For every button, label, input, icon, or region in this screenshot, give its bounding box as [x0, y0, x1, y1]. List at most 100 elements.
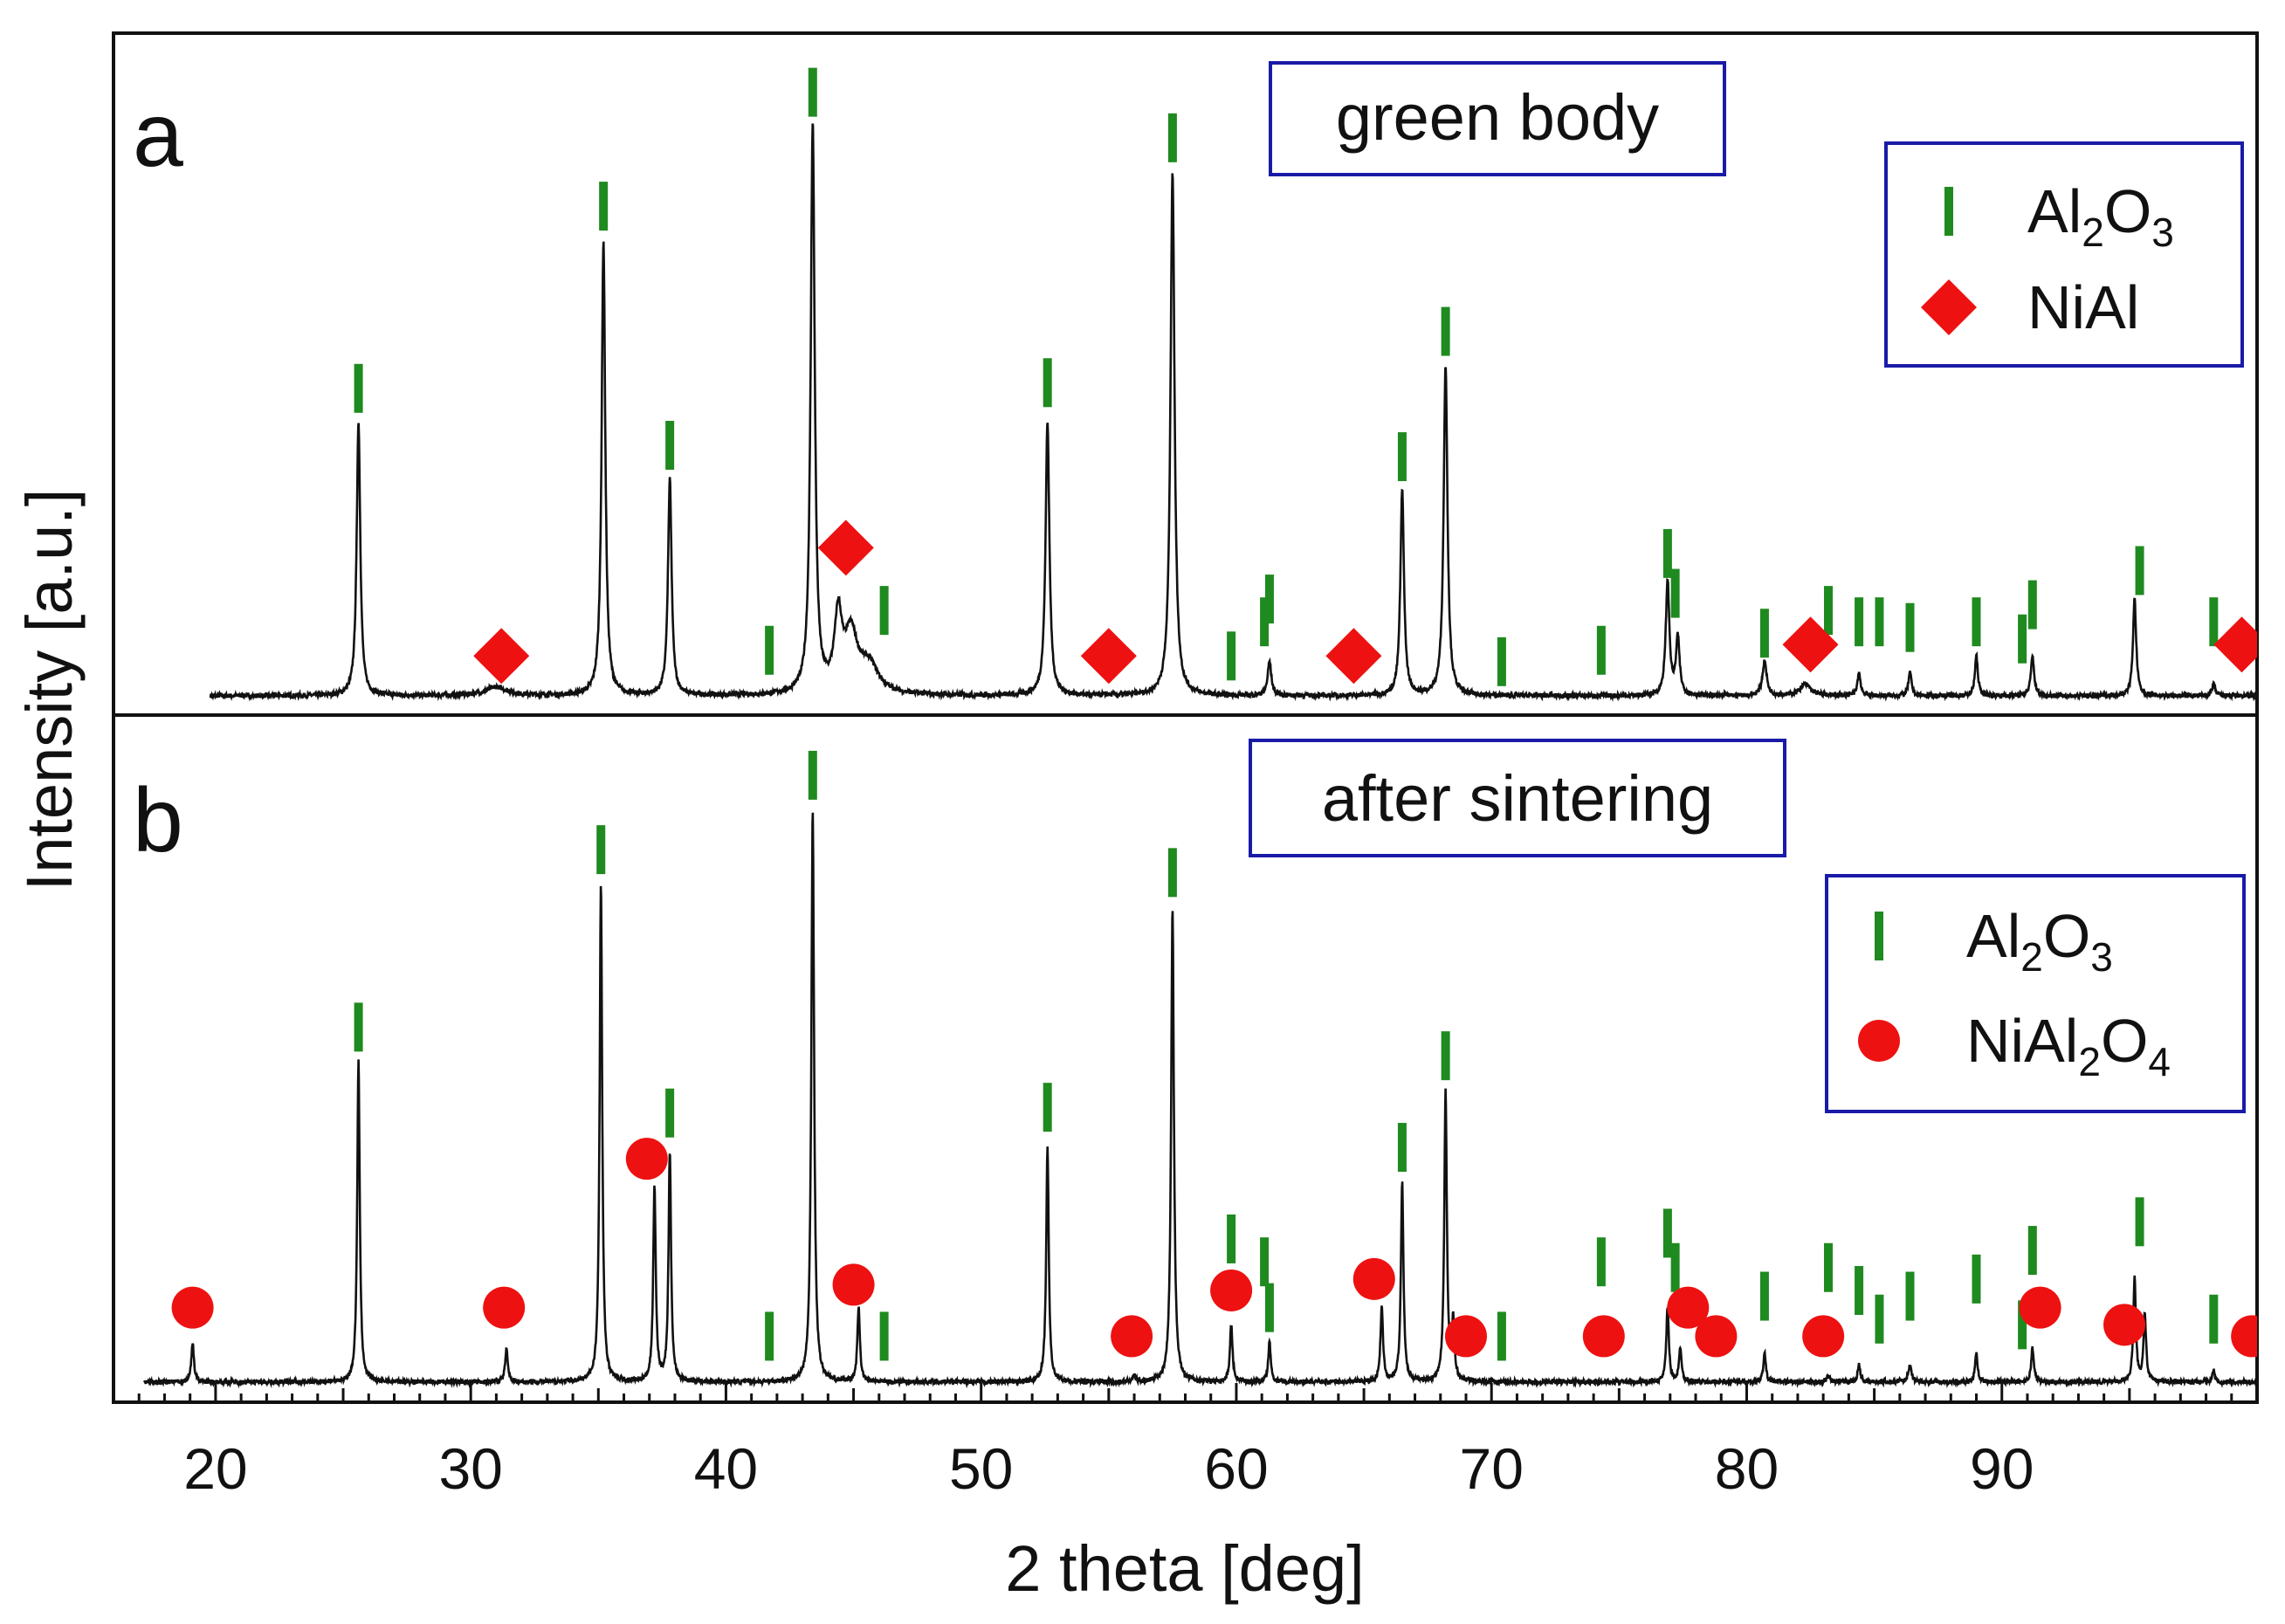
panel-a-al2o3-tick-15 — [1662, 528, 1672, 578]
panel-a-al2o3-tick-5 — [879, 586, 889, 636]
panel-b: b after sintering Al2O3 NiAl2O4 — [133, 739, 2257, 1389]
panel-a-trace — [209, 123, 2257, 702]
panel-a-al2o3-tick-19 — [1855, 597, 1864, 647]
x-tick-label: 80 — [1715, 1436, 1779, 1501]
panel-b-al2o3-tick-3 — [765, 1311, 774, 1361]
x-tick-label: 40 — [694, 1436, 758, 1501]
legend-a-tick-symbol — [1944, 187, 1953, 236]
panel-b-nial2o4-marker-11 — [1802, 1315, 1845, 1358]
panel-b-nial2o4-marker-13 — [2103, 1304, 2146, 1346]
panel-a-nial-marker-0 — [473, 628, 530, 685]
panel-a-al2o3-tick-17 — [1759, 609, 1769, 658]
panel-a-al2o3-tick-13 — [1497, 637, 1506, 686]
panel-b-nial2o4-marker-10 — [1695, 1315, 1738, 1358]
panel-b-al2o3-tick-0 — [354, 1002, 363, 1052]
panel-b-title: after sintering — [1322, 762, 1713, 835]
panel-b-nial2o4-marker-8 — [1582, 1315, 1625, 1358]
panel-b-title-box — [1249, 739, 1786, 857]
legend-a-entry-0: Al2O3 — [2027, 177, 2174, 255]
panel-b-al2o3-tick-16 — [1670, 1242, 1680, 1292]
panel-a-al2o3-tick-25 — [2135, 546, 2144, 595]
panel-b-legend-entries: Al2O3 NiAl2O4 — [1858, 902, 2171, 1084]
panel-b-nial2o4-marker-12 — [2019, 1286, 2061, 1329]
legend-b-tick-symbol — [1875, 912, 1883, 960]
panel-a-al2o3-tick-24 — [2027, 580, 2037, 630]
panel-b-nial2o4-marker-3 — [832, 1263, 875, 1306]
legend-a-entry-1: NiAl — [2027, 273, 2139, 341]
panel-a-al2o3-tick-18 — [1824, 586, 1833, 636]
x-tick-label: 60 — [1204, 1436, 1268, 1501]
panel-b-trace — [142, 812, 2257, 1389]
panel-b-al2o3-tick-5 — [879, 1311, 889, 1361]
panel-a-nial-marker-4 — [1782, 616, 1839, 673]
panel-a-al2o3-tick-8 — [1227, 631, 1236, 681]
panel-b-al2o3-tick-17 — [1759, 1271, 1769, 1321]
panel-b-plot — [142, 750, 2257, 1389]
panel-b-nial2o4-marker-9 — [1667, 1286, 1710, 1329]
panel-b-al2o3-tick-7 — [1167, 848, 1177, 898]
panel-b-al2o3-tick-22 — [1972, 1254, 1981, 1304]
legend-b-circle-symbol — [1858, 1020, 1900, 1062]
panel-b-al2o3-tick-14 — [1596, 1237, 1606, 1287]
panel-a-al2o3-tick-21 — [1905, 602, 1915, 652]
panel-b-al2o3-tick-6 — [1043, 1083, 1052, 1132]
x-tick-label: 30 — [438, 1436, 502, 1501]
panel-b-al2o3-tick-15 — [1662, 1208, 1672, 1258]
panel-a-al2o3-tick-4 — [808, 67, 817, 117]
panel-b-label: b — [133, 770, 183, 871]
panel-b-al2o3-tick-4 — [808, 750, 817, 800]
panel-b-nial2o4-marker-4 — [1111, 1315, 1153, 1358]
x-axis-label: 2 theta [deg] — [1005, 1532, 1364, 1605]
panel-a-nial-marker-3 — [1325, 628, 1382, 685]
panel-b-nial2o4-marker-5 — [1210, 1269, 1253, 1311]
panel-b-al2o3-tick-1 — [596, 825, 606, 875]
panel-a-al2o3-tick-11 — [1397, 432, 1407, 482]
panel-a-nial-marker-2 — [1080, 628, 1137, 685]
panel-a-al2o3-tick-14 — [1596, 625, 1606, 675]
legend-a-diamond-symbol — [1921, 279, 1977, 335]
legend-b-entry-0: Al2O3 — [1966, 902, 2113, 980]
panel-b-nial2o4-marker-6 — [1352, 1257, 1395, 1300]
panel-a-al2o3-tick-12 — [1441, 306, 1450, 356]
panel-a-al2o3-tick-0 — [354, 363, 363, 413]
panel-b-nial2o4-marker-1 — [483, 1286, 526, 1329]
panel-b-al2o3-tick-19 — [1855, 1265, 1864, 1315]
panel-a-plot — [209, 67, 2257, 702]
panel-a-al2o3-tick-16 — [1670, 568, 1680, 618]
panel-a: a green body Al2O3 NiAl — [133, 61, 2257, 702]
panel-b-al2o3-tick-24 — [2027, 1226, 2037, 1276]
panel-a-al2o3-tick-26 — [2209, 597, 2219, 647]
panel-b-al2o3-tick-2 — [665, 1088, 675, 1138]
panel-a-al2o3-tick-22 — [1972, 597, 1981, 647]
panel-b-al2o3-tick-21 — [1905, 1271, 1915, 1321]
panel-b-al2o3-tick-18 — [1824, 1242, 1833, 1292]
panel-b-al2o3-tick-10 — [1264, 1283, 1274, 1332]
x-tick-label: 70 — [1460, 1436, 1524, 1501]
legend-b-entry-1: NiAl2O4 — [1966, 1007, 2171, 1084]
x-tick-label: 90 — [1970, 1436, 2034, 1501]
panel-b-al2o3-tick-26 — [2209, 1294, 2219, 1344]
panel-a-legend-entries: Al2O3 NiAl — [1921, 177, 2174, 341]
panel-b-al2o3-tick-11 — [1397, 1123, 1407, 1173]
panel-a-al2o3-tick-9 — [1260, 597, 1270, 647]
x-axis: 20 30 40 50 60 70 80 90 — [112, 1383, 2259, 1501]
panel-b-nial2o4-marker-0 — [171, 1286, 214, 1329]
panel-a-al2o3-tick-10 — [1264, 575, 1274, 624]
panel-a-label: a — [133, 85, 183, 186]
panel-a-title: green body — [1336, 81, 1659, 154]
panel-b-al2o3-tick-13 — [1497, 1311, 1506, 1361]
panel-a-al2o3-tick-7 — [1167, 113, 1177, 162]
panel-a-al2o3-tick-1 — [599, 182, 609, 231]
y-axis-label: Intensity [a.u.] — [13, 489, 86, 891]
panel-b-legend — [1825, 874, 2246, 1113]
x-tick-label: 20 — [183, 1436, 247, 1501]
panel-a-al2o3-tick-2 — [665, 421, 675, 470]
panel-b-nial2o4-marker-14 — [2231, 1315, 2257, 1358]
x-tick-label: 50 — [949, 1436, 1013, 1501]
panel-a-nial-marker-1 — [817, 520, 874, 576]
panel-a-nial-marker-5 — [2213, 616, 2257, 673]
panel-b-al2o3-tick-9 — [1260, 1237, 1270, 1287]
panel-b-al2o3-tick-8 — [1227, 1214, 1236, 1263]
panel-b-nial2o4-marker-7 — [1444, 1315, 1487, 1358]
panel-b-al2o3-tick-23 — [2018, 1300, 2027, 1350]
